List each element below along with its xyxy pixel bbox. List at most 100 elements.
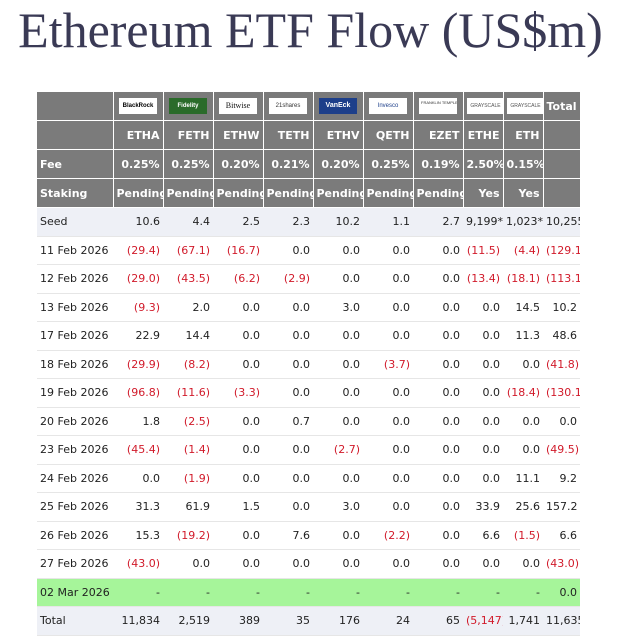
flow-value: 0.0 [363,378,413,408]
flow-value: (11.6) [163,378,213,408]
flow-value: 65 [413,606,463,636]
flow-value: 0.0 [503,549,543,579]
flow-value: 0.0 [463,350,503,379]
flow-value: 0.0 [413,492,463,522]
row-total-value: 0.0 [543,578,580,607]
flow-value: 3.0 [313,492,363,522]
fee-label: Fee [37,149,114,179]
fee-value: 2.50% [463,149,504,179]
flow-value: 0.0 [413,293,463,322]
flow-value: (1.5) [503,521,543,550]
flow-value: 0.7 [263,407,313,436]
flow-value: (19.2) [163,521,213,550]
grayscale-logo-ethe: GRAYSCALE [466,98,502,114]
flow-value: 4.4 [163,207,213,237]
staking-value: Pending [413,178,464,208]
flow-value: 11.3 [503,321,543,351]
row-total-value: (41.8) [543,350,580,379]
logo-cell: Invesco [363,92,414,121]
flow-value: 9,199* [463,207,503,237]
flow-value: 0.0 [413,378,463,408]
row-total-value: 9.2 [543,464,580,493]
table-row: 13 Feb 2026 (9.3) 2.0 0.0 0.0 3.0 0.0 0.0 0.0 14.… [37,293,580,322]
table-row: 20 Feb 2026 1.8 (2.5) 0.0 0.7 0.0 0.0 0.0 0.0 0.0… [37,407,580,436]
flow-value: (29.0) [113,264,163,294]
fee-value: 0.20% [213,149,264,179]
flow-value: 1,023* [503,207,543,237]
21shares-logo: 21shares [269,98,307,114]
fee-value: 0.20% [313,149,364,179]
flow-value: 389 [213,606,263,636]
flow-value: 25.6 [503,492,543,522]
flow-value: 0.0 [263,435,313,465]
ticker-eth: ETH [503,120,544,150]
ticker-ethe: ETHE [463,120,504,150]
row-total-value: 10.2 [543,293,580,322]
logo-cell: VanEck [313,92,364,121]
flow-value: (67.1) [163,236,213,265]
flow-value: 0.0 [263,293,313,322]
staking-value: Pending [163,178,214,208]
blackrock-logo: BlackRock [119,98,157,114]
flow-value: 0.0 [263,464,313,493]
row-total-value: 0.0 [543,407,580,436]
flow-value: 2.7 [413,207,463,237]
row-total-value: 10,255 [543,207,580,237]
row-label: 25 Feb 2026 [37,492,113,522]
flow-value: 0.0 [263,350,313,379]
row-label: 19 Feb 2026 [37,378,113,408]
flow-value: (3.3) [213,378,263,408]
flow-value: - [413,578,463,607]
flow-value: 24 [363,606,413,636]
flow-value: - [363,578,413,607]
table-row: 11 Feb 2026 (29.4) (67.1) (16.7) 0.0 0.0 0.0 0.… [37,236,580,265]
flow-value: 0.0 [363,435,413,465]
row-label: Seed [37,207,113,237]
fee-total-blank [543,149,581,179]
flow-value: 11,834 [113,606,163,636]
ticker-etha: ETHA [113,120,164,150]
total-row: Total 11,834 2,519 389 35 176 24 65 (5,147) 1,741… [37,606,580,636]
flow-value: 33.9 [463,492,503,522]
grayscale-logo-eth: GRAYSCALE [506,98,542,114]
flow-value: 0.0 [163,549,213,579]
table-row: 19 Feb 2026 (96.8) (11.6) (3.3) 0.0 0.0 0.0 0.0… [37,378,580,408]
logo-cell: GRAYSCALE [463,92,504,121]
table-row: 02 Mar 2026- - - - - - - - -0.0 [37,578,580,607]
flow-value: 6.6 [463,521,503,550]
flow-value: 0.0 [363,321,413,351]
flow-value: (11.5) [463,236,503,265]
ticker-ezet: EZET [413,120,464,150]
row-label: 12 Feb 2026 [37,264,113,294]
flow-value: 11.1 [503,464,543,493]
flow-value: 0.0 [413,521,463,550]
flow-value: 0.0 [213,407,263,436]
flow-value: 0.0 [463,378,503,408]
flow-value: 0.0 [313,350,363,379]
table-row: 17 Feb 2026 22.9 14.4 0.0 0.0 0.0 0.0 0.0 0.0 11.… [37,321,580,351]
flow-value: 0.0 [213,549,263,579]
flow-value: (29.4) [113,236,163,265]
row-label: 20 Feb 2026 [37,407,113,436]
fee-value: 0.25% [163,149,214,179]
row-label: 02 Mar 2026 [37,578,113,607]
flow-value: (8.2) [163,350,213,379]
flow-value: 0.0 [463,293,503,322]
franklin-templeton-logo: FRANKLIN TEMPLETON [419,98,457,114]
flow-value: 0.0 [413,407,463,436]
flow-value: 0.0 [503,407,543,436]
flow-value: (29.9) [113,350,163,379]
flow-value: 0.0 [263,236,313,265]
flow-value: 0.0 [313,321,363,351]
flow-value: (18.4) [503,378,543,408]
flow-value: 0.0 [503,435,543,465]
table-row: 12 Feb 2026 (29.0) (43.5) (6.2) (2.9) 0.0 0.0 0… [37,264,580,294]
fee-value: 0.25% [113,149,164,179]
table-row: 24 Feb 2026 0.0 (1.9) 0.0 0.0 0.0 0.0 0.0 0.0 11.… [37,464,580,493]
flow-value: 0.0 [313,521,363,550]
row-total-value: (49.5) [543,435,580,465]
flow-value: 0.0 [363,549,413,579]
flow-value: 0.0 [213,293,263,322]
total-header: Total [543,92,581,121]
staking-value: Pending [263,178,314,208]
